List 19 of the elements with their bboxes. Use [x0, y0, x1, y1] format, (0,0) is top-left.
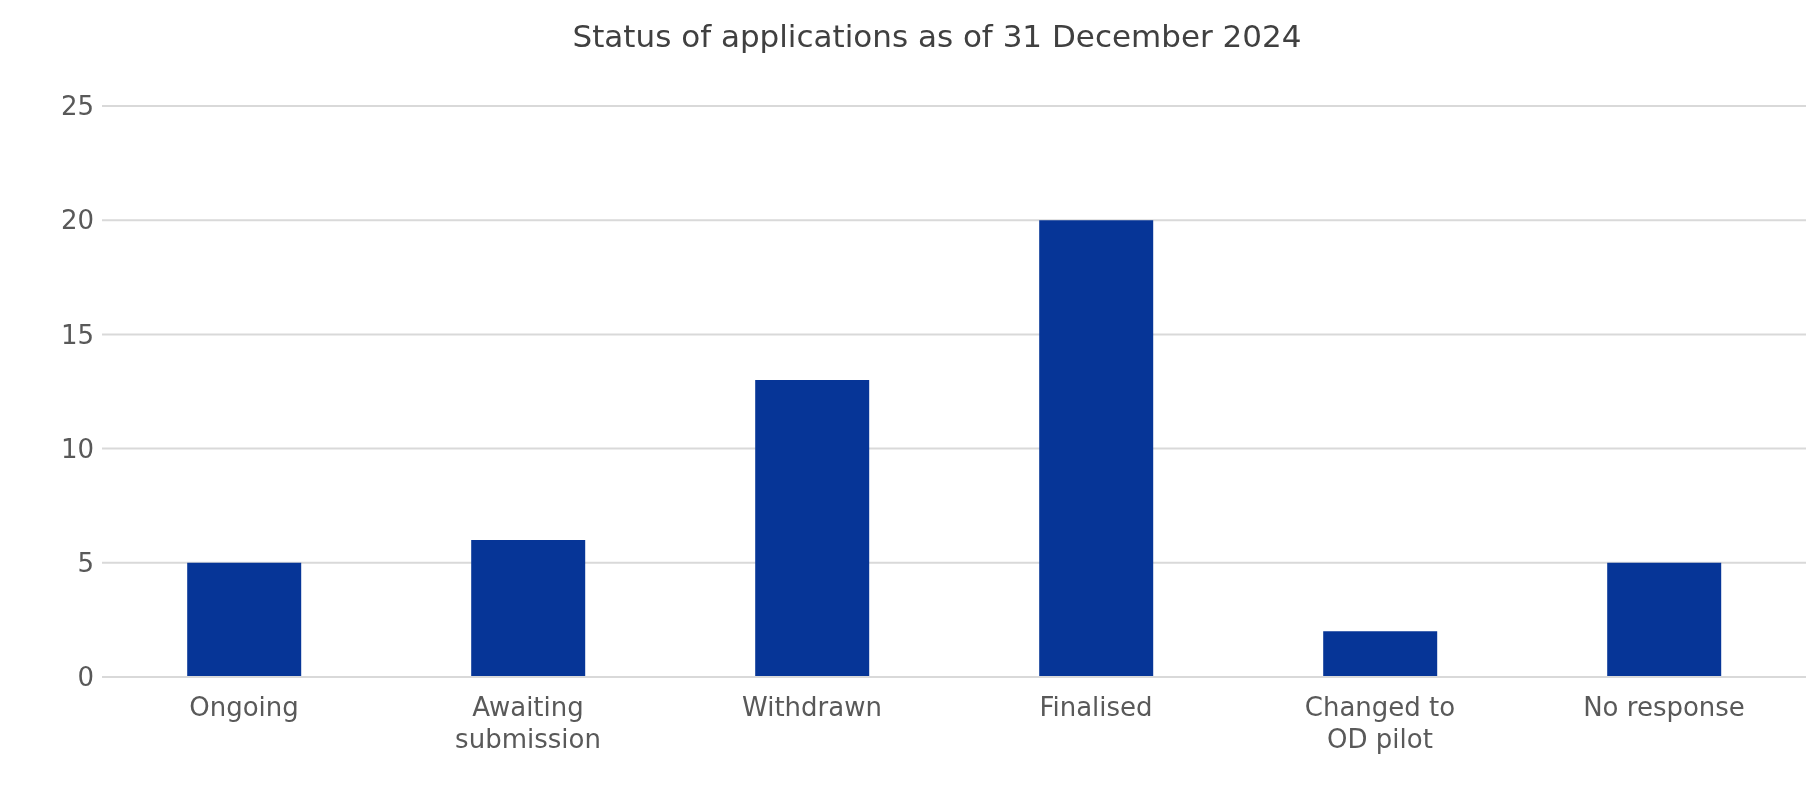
- x-tick-label: Awaiting submission: [455, 692, 601, 754]
- y-tick-label: 10: [60, 433, 94, 464]
- bar: [471, 539, 586, 677]
- y-tick-label: 0: [77, 662, 94, 693]
- x-tick-label: Ongoing: [189, 692, 299, 723]
- x-tick-label: Finalised: [1039, 692, 1153, 723]
- x-tick-label: Withdrawn: [742, 692, 882, 723]
- bar: [1323, 631, 1438, 677]
- bar: [187, 562, 302, 677]
- bar: [755, 380, 870, 677]
- chart-title: Status of applications as of 31 December 2024: [571, 17, 1303, 56]
- y-tick-label: 5: [77, 548, 94, 579]
- y-tick-label: 20: [60, 205, 94, 236]
- y-tick-label: 15: [60, 319, 94, 350]
- bar: [1607, 562, 1722, 677]
- bar: [1039, 220, 1154, 677]
- y-tick-label: 25: [60, 91, 94, 122]
- x-tick-label: Changed to OD pilot: [1304, 692, 1456, 754]
- x-tick-label: No response: [1583, 692, 1745, 723]
